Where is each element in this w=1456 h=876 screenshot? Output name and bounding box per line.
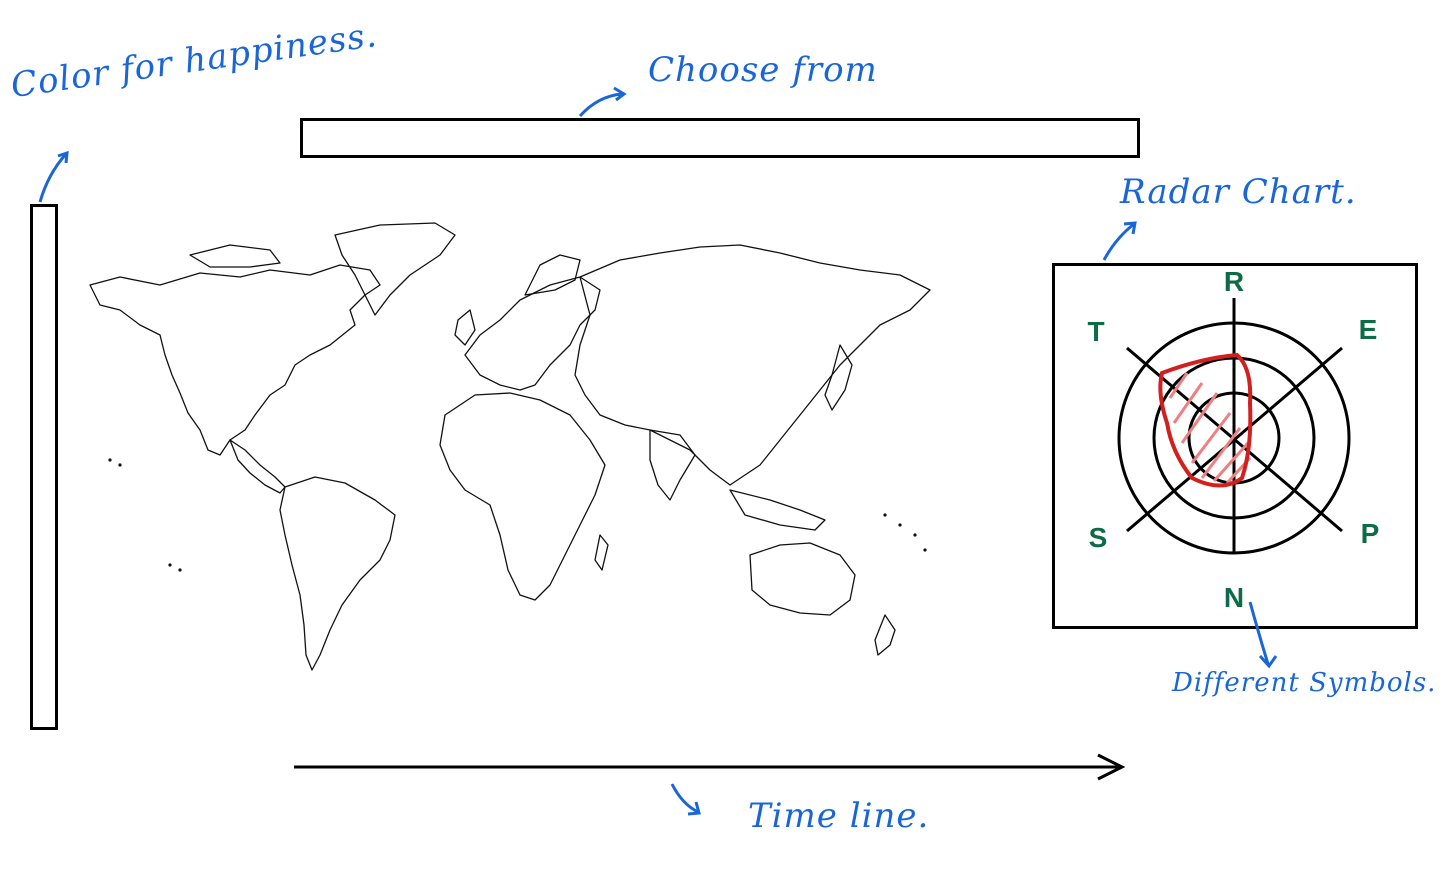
arrowhead-icon [1097,753,1126,781]
color-legend-bar[interactable] [30,204,58,730]
annotation-choose-from: Choose from [648,50,878,90]
continent-india [649,429,696,501]
continent-south-america [279,476,396,671]
radar-label-r: R [1223,266,1245,297]
annotation-time-line: Time line. [748,796,930,836]
annotation-radar-chart: Radar Chart. [1120,172,1357,212]
radar-chart [1117,298,1351,555]
continent-greenland [334,222,456,316]
continent-north-america [89,264,381,456]
continent-australia [749,542,856,616]
arrow-icon [578,86,627,118]
continent-arctic-islands [189,244,281,268]
annotation-color-for-happiness: Color for happiness. [8,14,380,106]
radar-label-n: N [1223,582,1245,613]
radar-data-shape [1158,352,1253,488]
radar-label-e: E [1358,314,1378,345]
continent-new-zealand [874,614,896,656]
continent-asia [574,244,931,486]
radar-label-s: S [1088,522,1108,553]
arrow-icon [1102,221,1137,261]
continent-southeast-asia [729,489,826,531]
arrow-icon [38,150,69,203]
world-map[interactable] [80,215,940,675]
continent-africa [439,392,606,601]
arrow-icon [670,783,701,816]
continent-uk [454,309,476,346]
arrow-icon [1248,601,1278,669]
radar-label-p: P [1360,518,1380,549]
radar-axis-diag-2 [1126,346,1343,533]
continent-europe [464,276,601,391]
continent-central-america [229,439,286,494]
annotation-different-symbols: Different Symbols. [1172,668,1437,698]
continent-scandinavia [524,254,581,296]
continent-japan [824,344,853,411]
timeline-arrow[interactable] [292,752,1132,782]
choose-from-selector[interactable] [300,118,1140,158]
continent-madagascar [594,534,609,571]
radar-label-t: T [1087,316,1105,347]
